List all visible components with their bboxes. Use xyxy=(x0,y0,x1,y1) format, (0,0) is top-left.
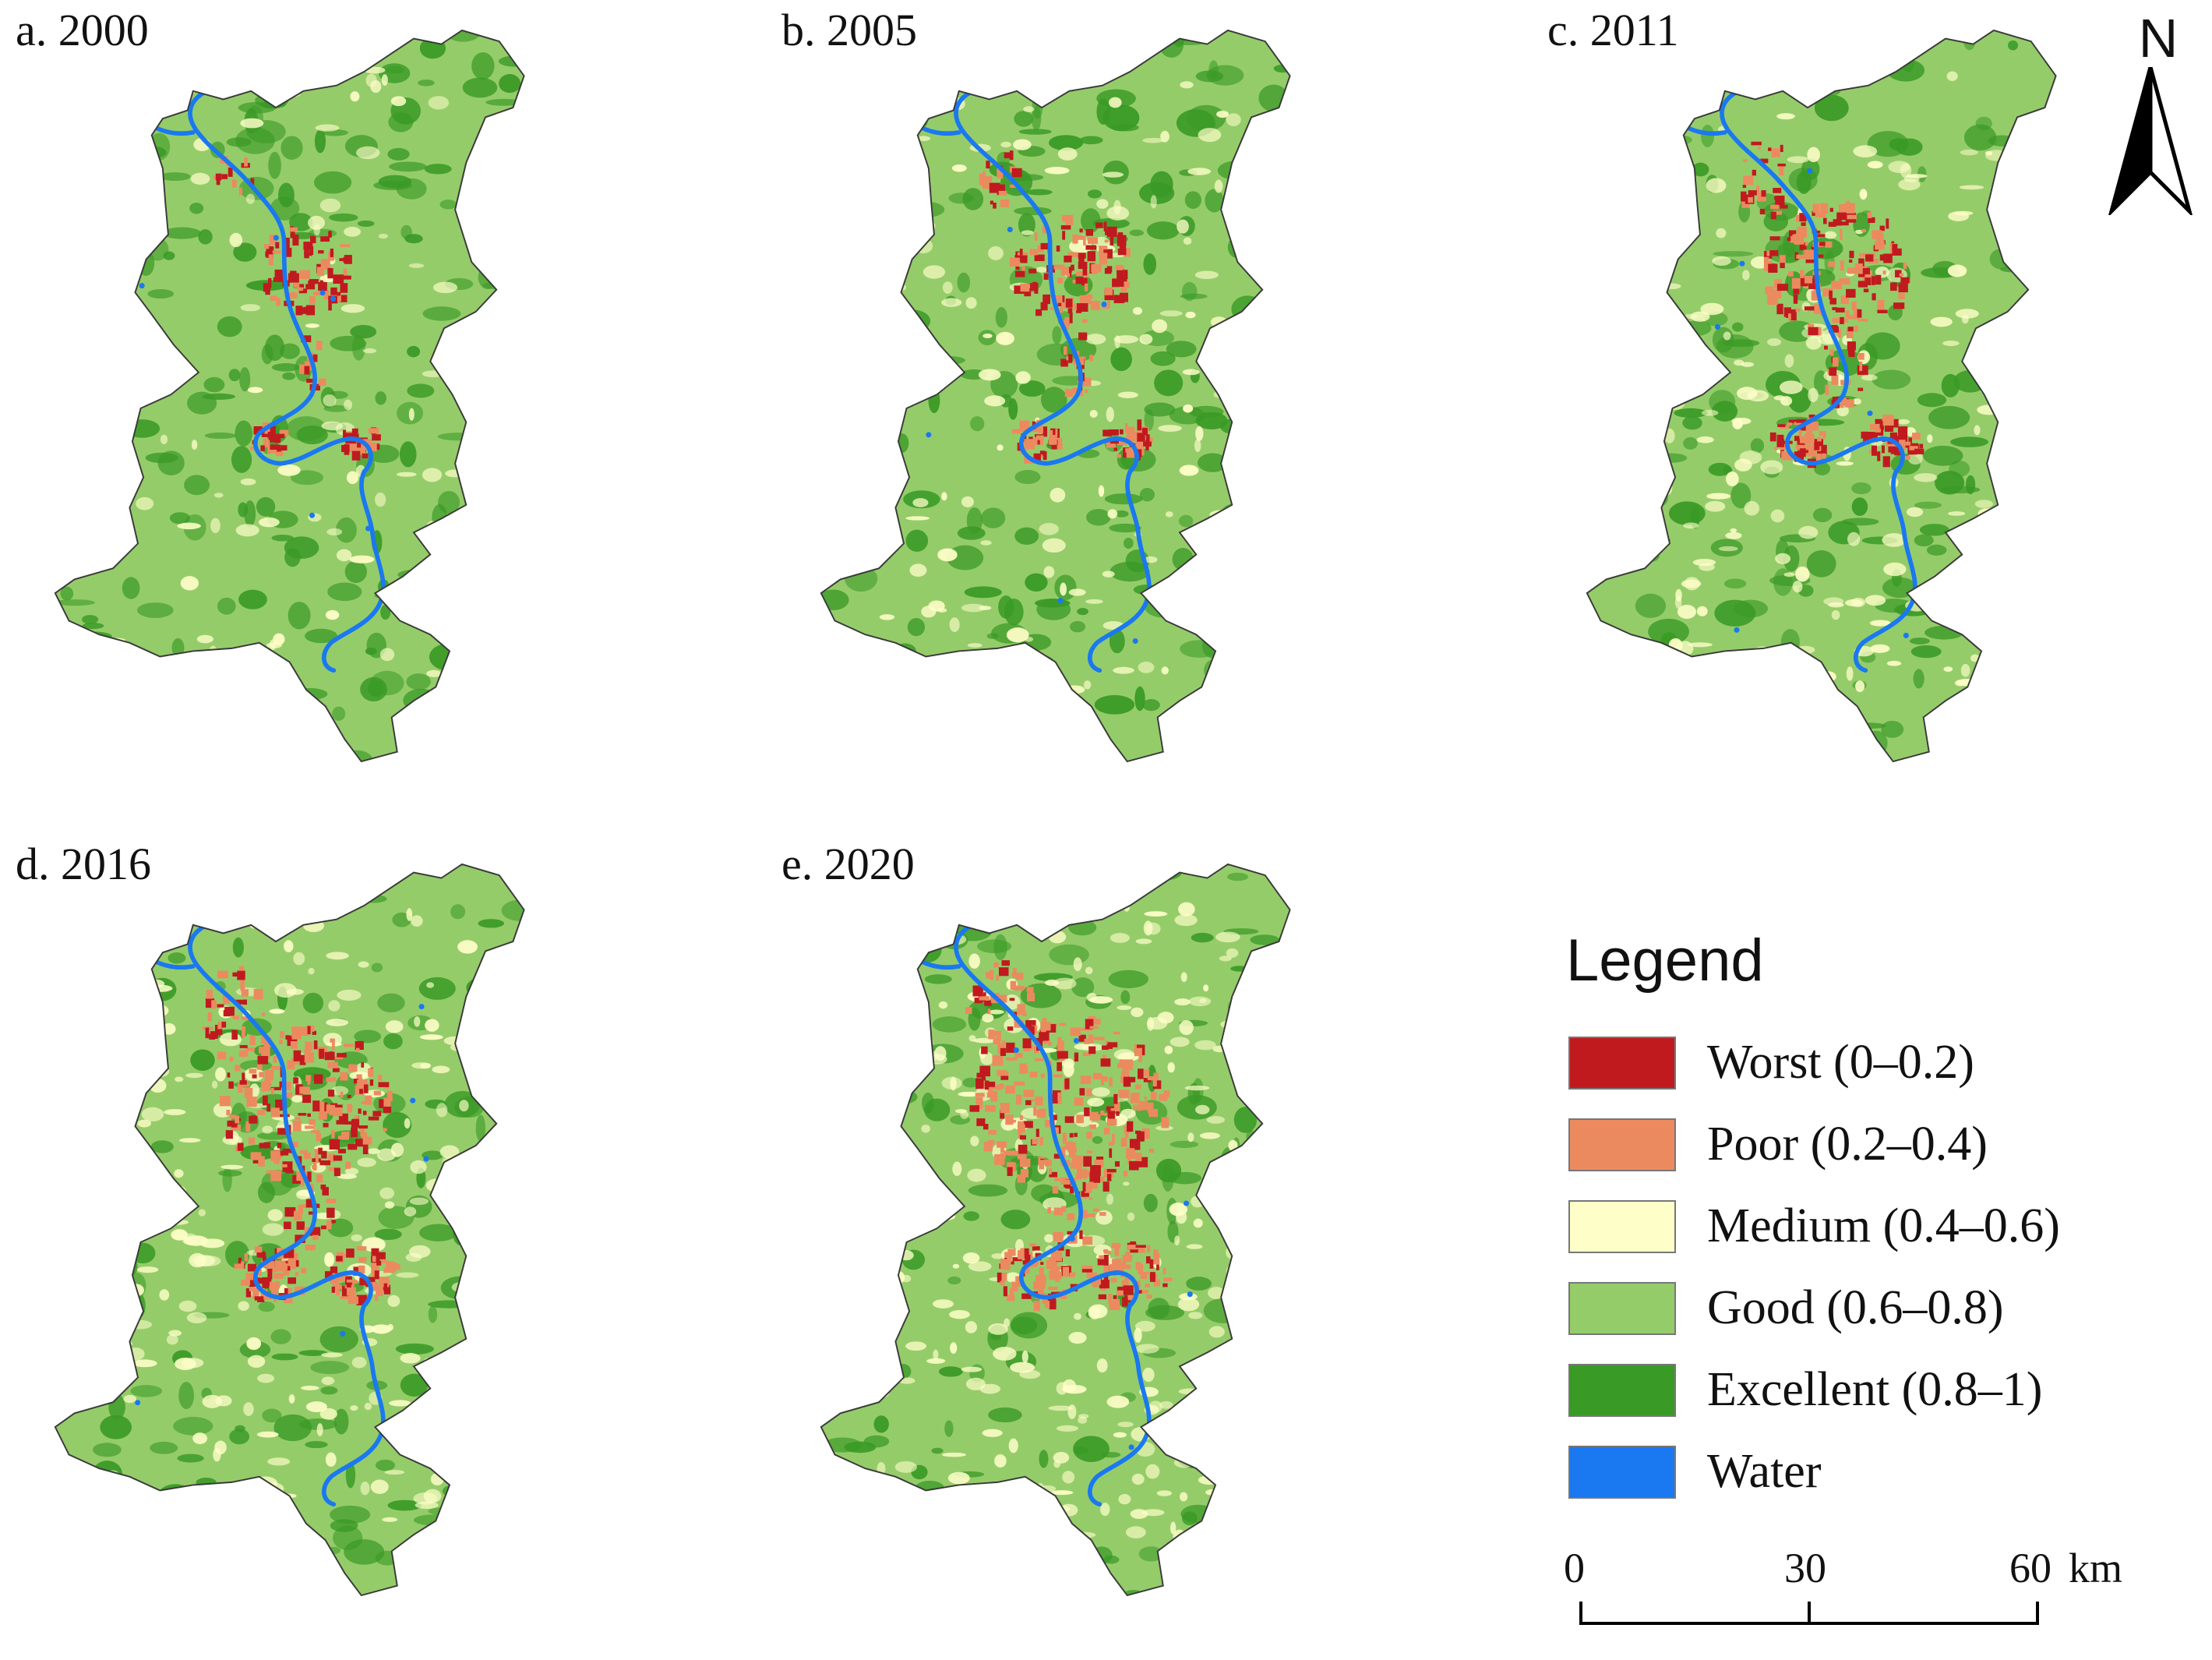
legend-item-worst: Worst (0–0.2) xyxy=(1568,1035,2161,1093)
habitat-quality-map xyxy=(820,29,1291,763)
panel-title: c. 2011 xyxy=(1547,5,1679,55)
legend-label: Worst (0–0.2) xyxy=(1707,1036,1974,1089)
legend-swatch xyxy=(1568,1446,1676,1499)
region-fill xyxy=(55,30,524,762)
legend-swatch xyxy=(1568,1364,1676,1417)
river xyxy=(1720,88,1917,673)
map-panel-2016: d. 2016 xyxy=(0,834,779,1660)
map-panel-2011: c. 2011 xyxy=(1532,0,2212,826)
map-panel-2005: b. 2005 xyxy=(766,0,1545,826)
legend-label: Good (0.6–0.8) xyxy=(1707,1281,2004,1334)
scale-unit-label: km xyxy=(2069,1545,2123,1591)
panel-title: b. 2005 xyxy=(781,5,917,55)
scale-bar-line xyxy=(1579,1602,2039,1625)
scale-bar: 0 30 60 km xyxy=(1562,1547,2170,1633)
scale-tick-label-0: 0 xyxy=(1564,1545,1585,1591)
habitat-quality-map xyxy=(820,863,1291,1597)
region-border xyxy=(820,29,1291,763)
legend-swatch xyxy=(1568,1037,1676,1090)
scale-tick-label-60: 60 xyxy=(2009,1545,2051,1591)
river xyxy=(188,88,386,673)
legend-label: Excellent (0.8–1) xyxy=(1707,1363,2043,1416)
panel-title: d. 2016 xyxy=(16,839,151,889)
panel-title: a. 2000 xyxy=(16,5,149,55)
scale-tick-label-30: 30 xyxy=(1784,1545,1826,1591)
panel-title: e. 2020 xyxy=(781,839,915,889)
map-panel-2020: e. 2020 xyxy=(766,834,1545,1660)
north-label: N xyxy=(2138,8,2178,69)
habitat-quality-map xyxy=(1586,29,2057,763)
north-arrow: N xyxy=(2104,8,2212,215)
habitat-quality-map xyxy=(54,29,525,763)
legend-item-medium: Medium (0.4–0.6) xyxy=(1568,1199,2161,1256)
region-border xyxy=(820,863,1291,1597)
legend-label: Medium (0.4–0.6) xyxy=(1707,1199,2060,1252)
legend: Legend Worst (0–0.2) Poor (0.2–0.4) Medi… xyxy=(1562,931,2201,1633)
region-border xyxy=(54,863,525,1597)
region-fill xyxy=(1586,30,2056,762)
region-border xyxy=(54,29,525,763)
region-border xyxy=(1586,29,2057,763)
legend-item-poor: Poor (0.2–0.4) xyxy=(1568,1117,2161,1174)
north-arrow-icon xyxy=(2108,67,2193,215)
river xyxy=(954,88,1152,673)
legend-title: Legend xyxy=(1566,927,1764,994)
legend-swatch xyxy=(1568,1118,1676,1171)
legend-item-excellent: Excellent (0.8–1) xyxy=(1568,1362,2161,1420)
river xyxy=(954,922,1152,1507)
legend-swatch xyxy=(1568,1200,1676,1253)
legend-label: Water xyxy=(1707,1445,1822,1498)
legend-item-good: Good (0.6–0.8) xyxy=(1568,1280,2161,1338)
legend-label: Poor (0.2–0.4) xyxy=(1707,1118,1988,1171)
habitat-quality-map xyxy=(54,863,525,1597)
legend-item-water: Water xyxy=(1568,1444,2161,1502)
region-fill xyxy=(55,864,524,1596)
river xyxy=(188,922,386,1507)
map-panel-2000: a. 2000 xyxy=(0,0,779,826)
legend-swatch xyxy=(1568,1282,1676,1335)
